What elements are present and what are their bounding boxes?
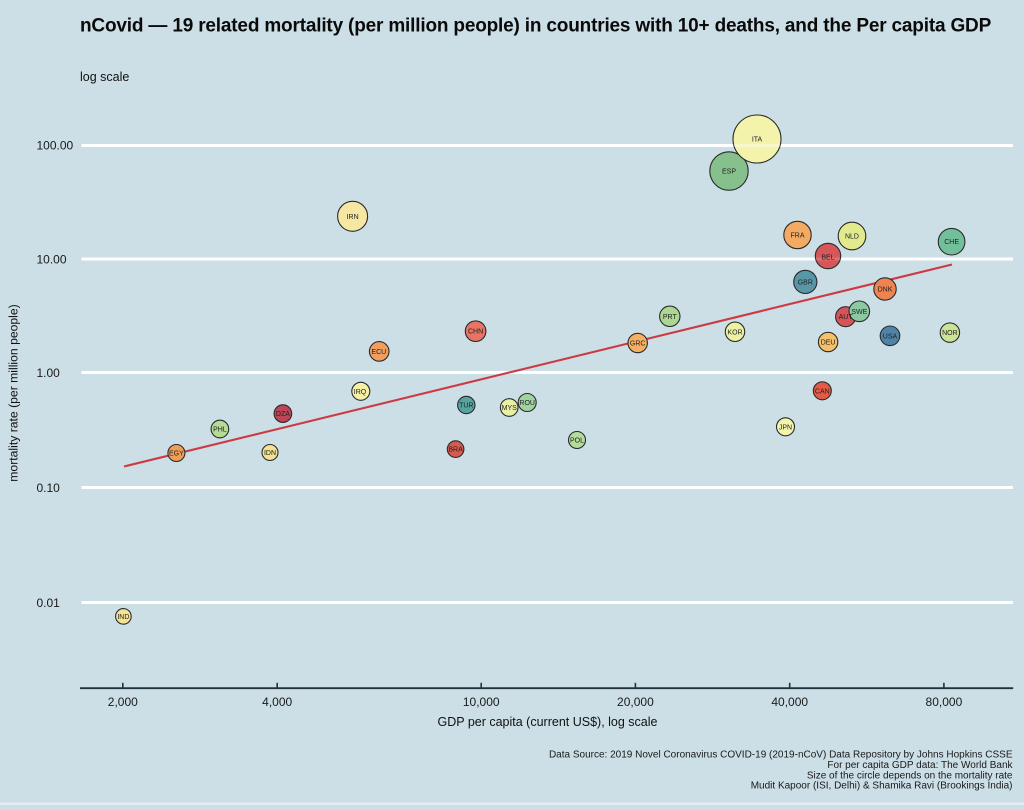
svg-text:SWE: SWE [851,309,867,316]
svg-text:ECU: ECU [371,349,386,356]
svg-text:Mudit Kapoor (ISI, Delhi) & Sh: Mudit Kapoor (ISI, Delhi) & Shamika Ravi… [751,781,1013,792]
svg-text:GDP per capita (current US$),: GDP per capita (current US$), log scale [437,715,657,729]
svg-text:4,000: 4,000 [262,695,292,709]
svg-text:FRA: FRA [791,233,805,240]
svg-text:IRQ: IRQ [354,389,367,396]
svg-text:PHL: PHL [213,427,227,434]
svg-text:0.01: 0.01 [37,596,61,610]
svg-text:mortality rate (per million pe: mortality rate (per million people) [7,304,21,481]
svg-text:20,000: 20,000 [617,695,654,709]
svg-text:DZA: DZA [276,411,290,418]
svg-text:NOR: NOR [942,330,958,337]
svg-text:CAN: CAN [815,388,830,395]
svg-text:DEU: DEU [821,340,836,347]
svg-text:TUR: TUR [459,403,473,410]
svg-text:nCovid — 19 related mortality: nCovid — 19 related mortality (per milli… [80,15,992,36]
svg-text:DNK: DNK [878,287,893,294]
svg-text:log scale: log scale [80,70,129,84]
svg-text:CHN: CHN [468,329,483,336]
svg-text:IRN: IRN [347,214,359,221]
svg-text:1.00: 1.00 [37,366,61,380]
svg-text:IDN: IDN [264,450,276,457]
svg-text:KOR: KOR [727,329,742,336]
svg-text:80,000: 80,000 [926,695,963,709]
svg-text:100.00: 100.00 [37,138,74,152]
svg-text:Size of the circle depends on: Size of the circle depends on the mortal… [807,770,1013,781]
svg-text:ESP: ESP [722,169,736,176]
svg-text:POL: POL [570,438,584,445]
svg-text:AUT: AUT [839,314,854,321]
svg-text:0.10: 0.10 [37,481,61,495]
svg-text:CHE: CHE [944,239,959,246]
svg-text:Data Source: 2019 Novel Corona: Data Source: 2019 Novel Coronavirus COVI… [549,750,1013,761]
svg-text:NLD: NLD [845,234,859,241]
svg-text:40,000: 40,000 [771,695,808,709]
svg-text:USA: USA [883,333,898,340]
svg-text:EGY: EGY [169,451,184,458]
svg-text:2,000: 2,000 [108,695,138,709]
svg-text:10.00: 10.00 [37,252,67,266]
svg-text:MYS: MYS [502,405,518,412]
svg-text:ROU: ROU [519,400,535,407]
svg-text:BRA: BRA [448,447,463,454]
svg-text:10,000: 10,000 [463,695,500,709]
svg-text:GRC: GRC [630,341,646,348]
svg-text:BEL: BEL [821,255,834,262]
svg-text:PRT: PRT [663,314,678,321]
svg-text:ITA: ITA [752,137,763,144]
svg-text:IND: IND [117,614,129,621]
svg-text:GBR: GBR [798,279,813,286]
svg-text:For per capita GDP data: The W: For per capita GDP data: The World Bank [827,760,1013,771]
svg-text:JPN: JPN [779,424,792,431]
